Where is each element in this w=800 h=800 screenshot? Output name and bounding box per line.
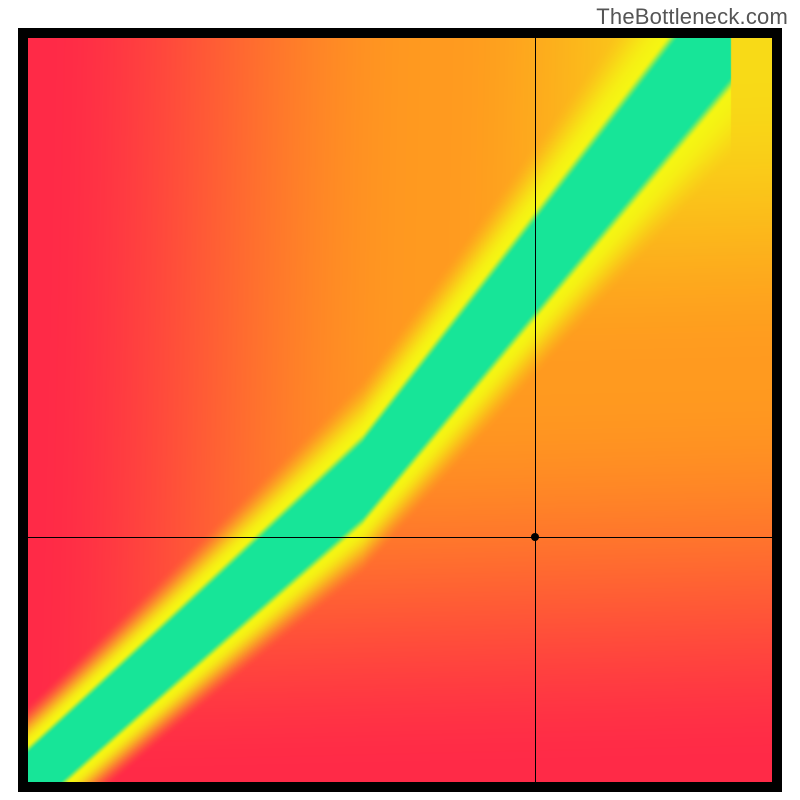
crosshair-vertical: [535, 38, 536, 782]
heatmap-canvas: [28, 38, 772, 782]
crosshair-marker: [531, 533, 539, 541]
chart-container: TheBottleneck.com: [0, 0, 800, 800]
watermark-text: TheBottleneck.com: [596, 4, 788, 30]
chart-frame: [18, 28, 782, 792]
crosshair-horizontal: [28, 537, 772, 538]
